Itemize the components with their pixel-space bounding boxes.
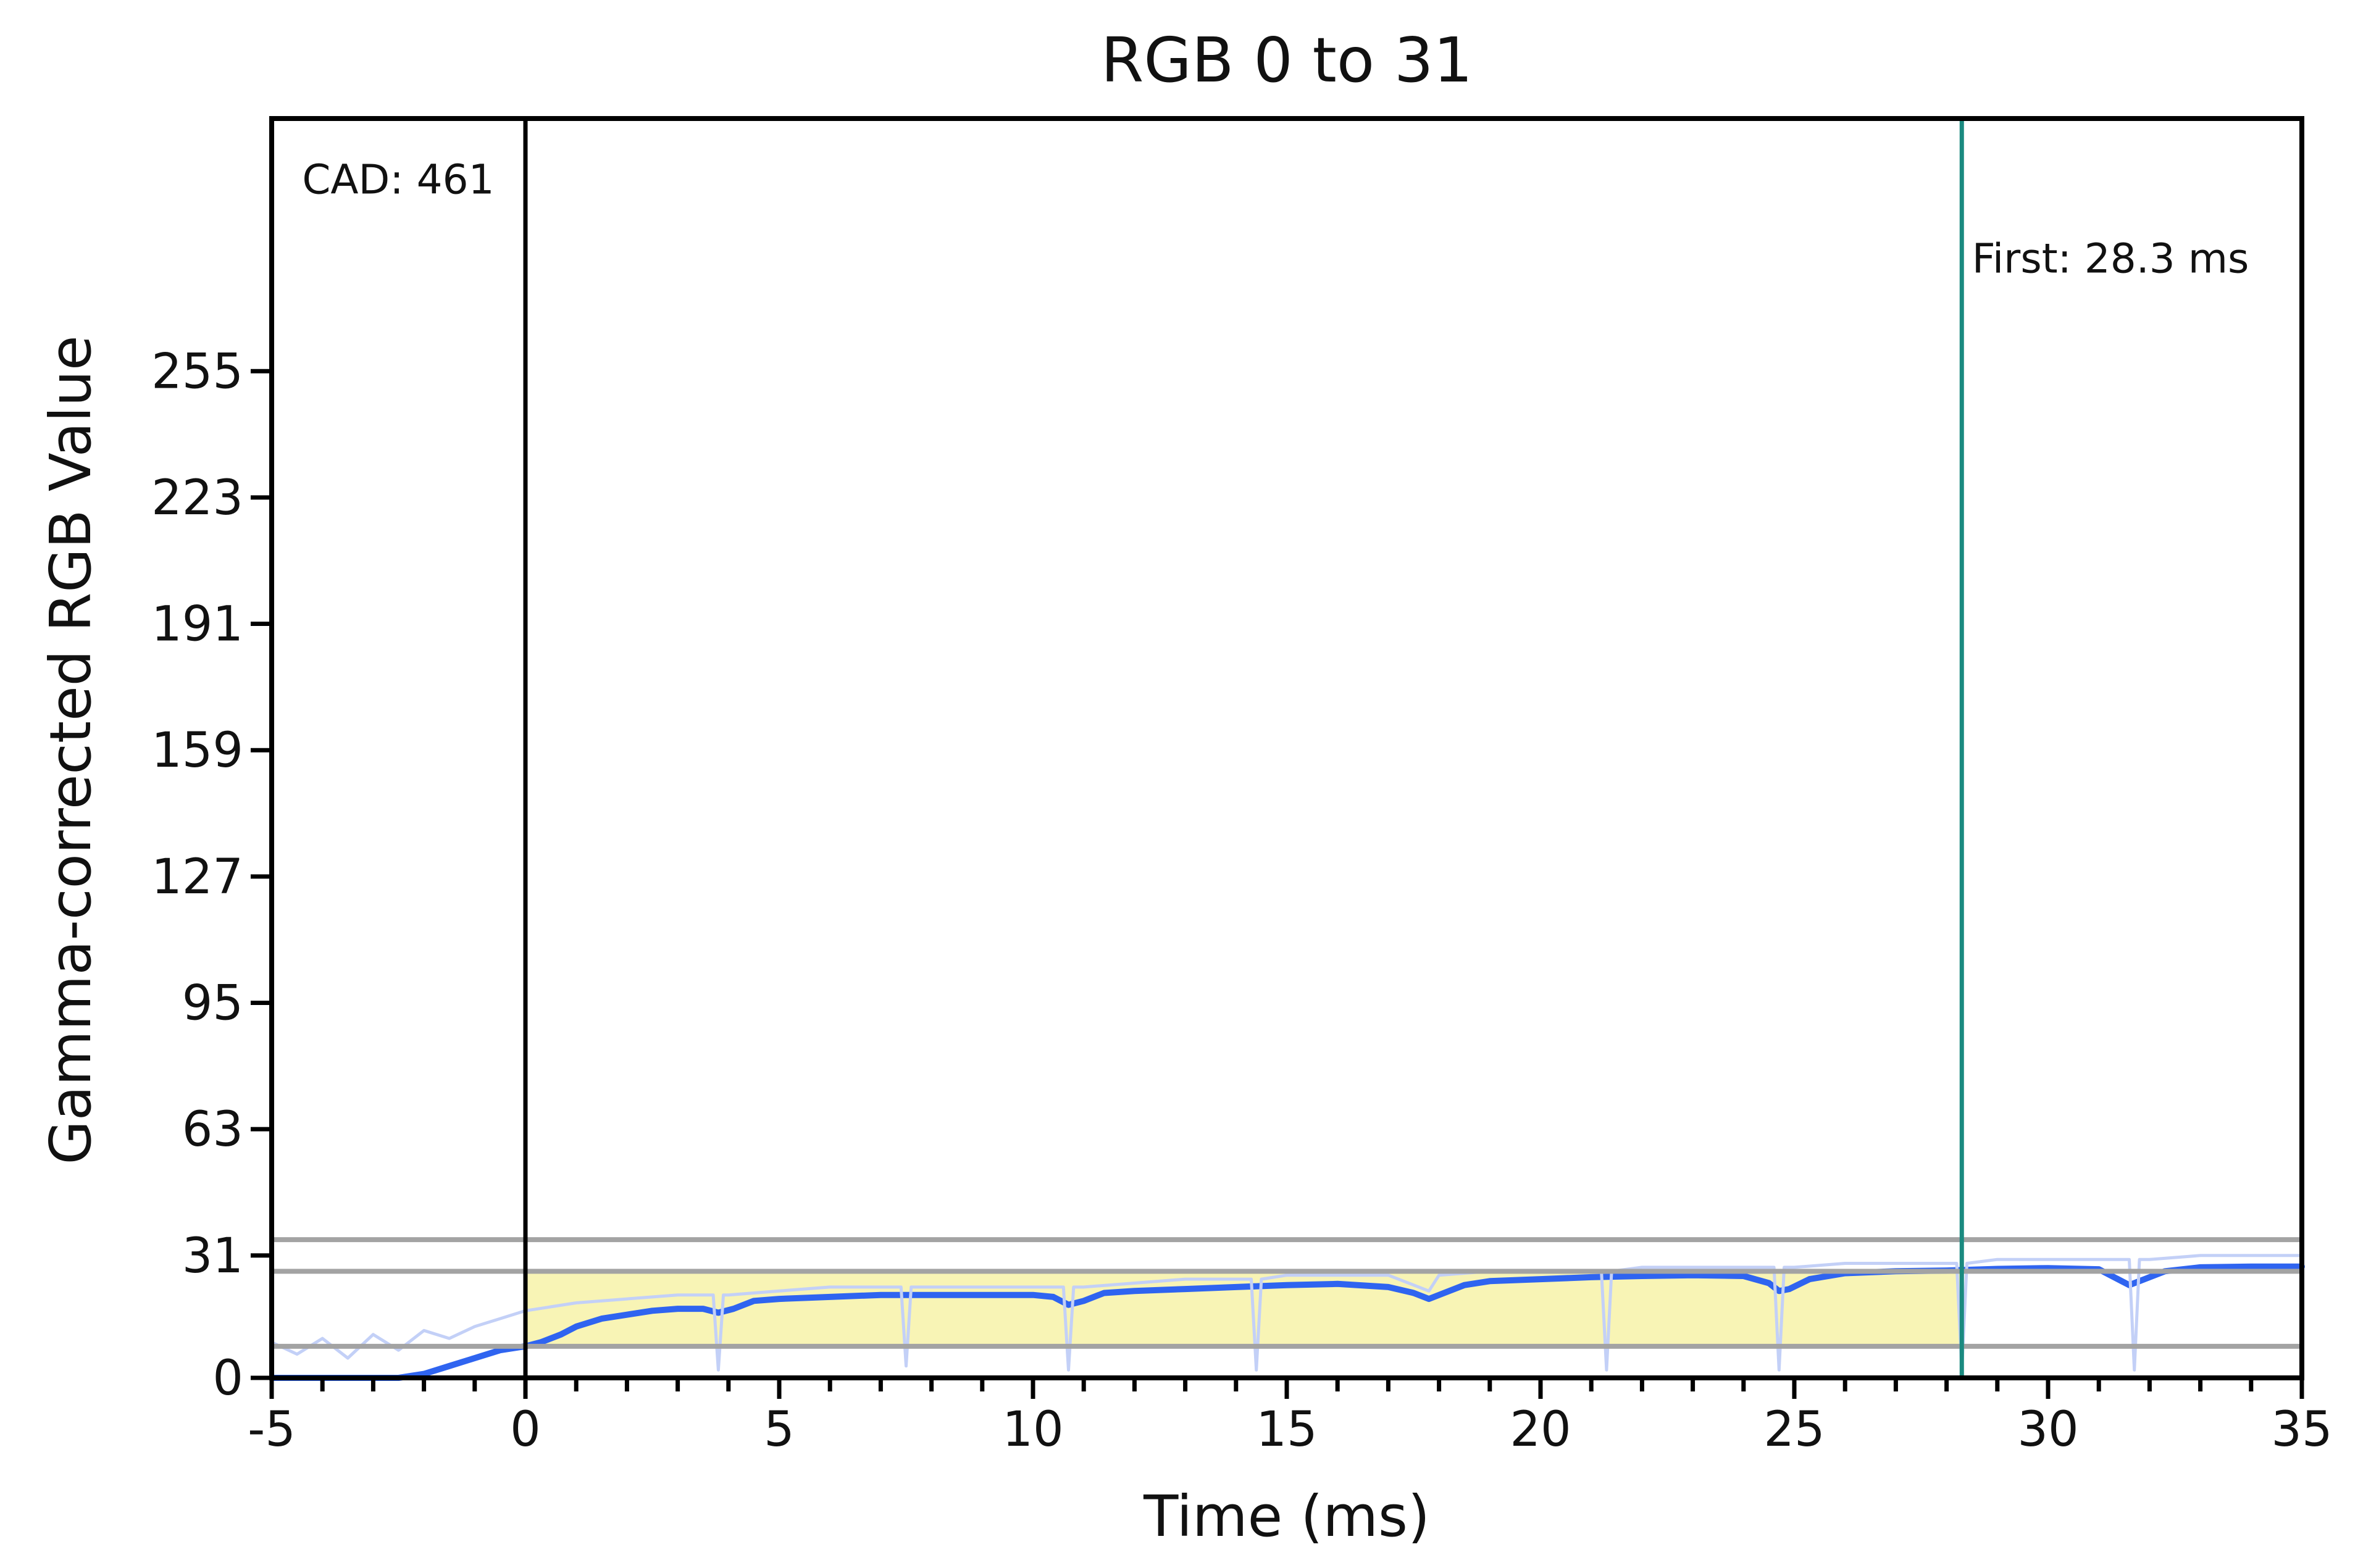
plot-area: -5 0 5 10 15 20 25 30 350316395127159191223255CA… [151, 116, 2333, 1457]
x-tick-label: 35 [2271, 1402, 2332, 1457]
y-tick-label: 159 [151, 723, 243, 778]
y-tick-label: 191 [151, 597, 243, 653]
y-tick-label: 31 [182, 1228, 243, 1284]
x-tick-label: 20 [1510, 1402, 1571, 1457]
y-tick-label: 255 [151, 344, 243, 399]
x-tick-label: 5 [764, 1402, 795, 1457]
x-tick-label: 30 [2017, 1402, 2078, 1457]
x-tick-label: -5 [248, 1402, 296, 1457]
first-response-annotation: First: 28.3 ms [1972, 235, 2249, 282]
plot-frame [269, 116, 2304, 1380]
x-tick-label: 0 [510, 1402, 541, 1457]
chart-title: RGB 0 to 31 [1101, 24, 1473, 96]
y-tick-label: 63 [182, 1102, 243, 1157]
x-tick-label: 25 [1763, 1402, 1825, 1457]
y-axis-label: Gamma-corrected RGB Value [38, 335, 104, 1164]
series-line-raw [270, 1254, 2304, 1372]
x-axis-label: Time (ms) [1143, 1483, 1430, 1549]
x-tick-label: 15 [1256, 1402, 1317, 1457]
y-tick-label: 223 [151, 470, 243, 526]
y-tick-label: 95 [182, 975, 243, 1031]
x-tick-label: 10 [1002, 1402, 1063, 1457]
cad-annotation: CAD: 461 [302, 156, 494, 204]
y-tick-label: 0 [212, 1351, 243, 1406]
y-tick-label: 127 [151, 849, 243, 905]
